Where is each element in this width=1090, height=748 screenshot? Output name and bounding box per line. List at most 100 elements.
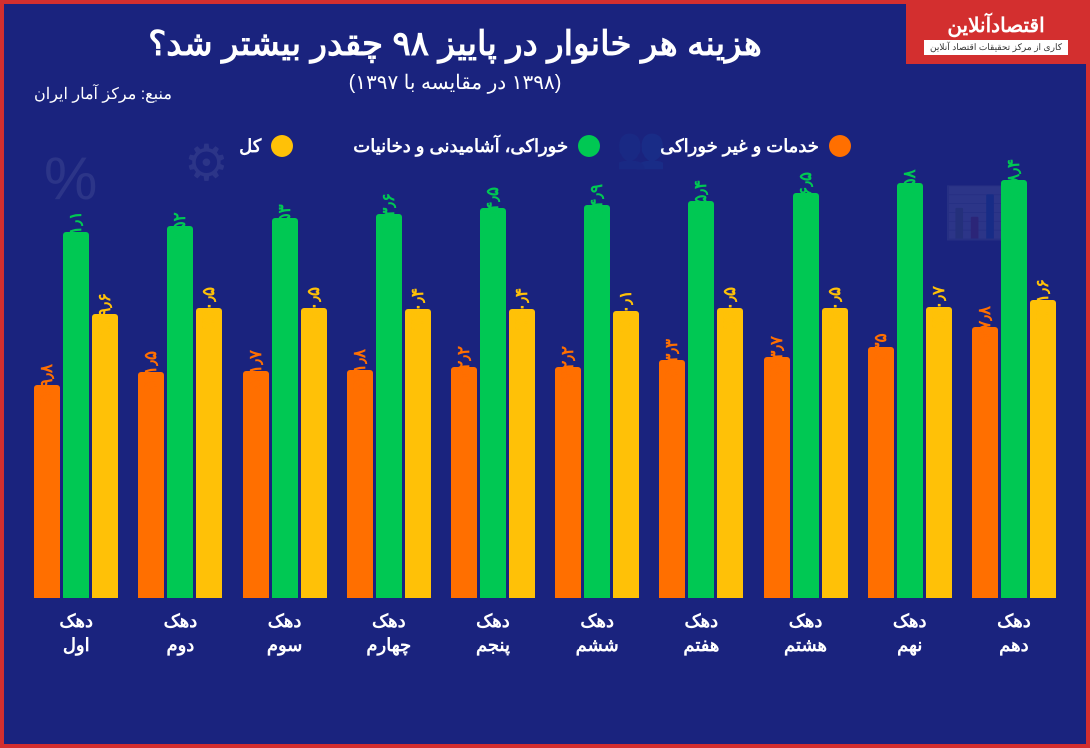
bar-services: ٪۳۷٫۸ — [972, 327, 998, 598]
bar-services: ٪۳۲٫۲ — [451, 367, 477, 598]
bars: ٪۳۳٫۷٪۵۶٫۵٪۴۰٫۵ — [764, 168, 848, 598]
bar-group: ٪۳۱٫۷٪۵۳٪۴۰٫۵دهکسوم — [235, 168, 335, 657]
bar-services: ٪۳۵ — [868, 347, 894, 598]
bar-group: ٪۳۱٫۸٪۵۳٫۶٪۴۰٫۴دهکچهارم — [339, 168, 439, 657]
bar-total: ٪۴۰٫۴ — [509, 309, 535, 599]
bars: ٪۳۳٫۳٪۵۵٫۴٪۴۰٫۵ — [659, 168, 743, 598]
bar-total: ٪۴۰٫۴ — [405, 309, 431, 599]
bar-value-label: ٪۴۰٫۵ — [720, 287, 740, 329]
bar-group: ٪۳۳٫۳٪۵۵٫۴٪۴۰٫۵دهکهفتم — [651, 168, 751, 657]
bar-group: ٪۳۳٫۷٪۵۶٫۵٪۴۰٫۵دهکهشتم — [756, 168, 856, 657]
logo-box: اقتصادآنلاین کاری از مرکز تحقیقات اقتصاد… — [906, 4, 1086, 64]
bar-food: ٪۵۸٫۴ — [1001, 180, 1027, 599]
group-label: دهکاول — [59, 610, 93, 657]
logo-main: اقتصادآنلاین — [947, 13, 1044, 38]
bar-value-label: ٪۴۱٫۶ — [1033, 279, 1053, 321]
legend-item: خوراکی، آشامیدنی و دخانیات — [353, 135, 600, 157]
bar-services: ٪۳۳٫۳ — [659, 360, 685, 599]
bar-value-label: ٪۵۳ — [275, 205, 295, 232]
bar-food: ٪۵۴٫۹ — [584, 205, 610, 598]
group-label: دهکچهارم — [366, 610, 411, 657]
bar-value-label: ٪۳۱٫۷ — [246, 350, 266, 392]
bar-services: ٪۳۲٫۲ — [555, 367, 581, 598]
group-label: دهکسوم — [267, 610, 303, 657]
bars: ٪۳۱٫۸٪۵۳٫۶٪۴۰٫۴ — [347, 168, 431, 598]
bar-value-label: ٪۵۸ — [900, 169, 920, 196]
group-label: دهکپنجم — [476, 610, 510, 657]
bar-services: ٪۳۳٫۷ — [764, 357, 790, 599]
legend-item: کل — [239, 135, 293, 157]
bar-total: ٪۴۰٫۵ — [301, 308, 327, 598]
bar-value-label: ٪۵۶٫۵ — [796, 172, 816, 214]
legend-label: کل — [239, 136, 261, 157]
title: هزینه هر خانوار در پاییز ۹۸ چقدر بیشتر ش… — [24, 24, 886, 64]
legend-item: خدمات و غیر خوراکی — [660, 135, 851, 157]
bar-food: ٪۵۴٫۵ — [480, 208, 506, 599]
bar-value-label: ٪۵۴٫۵ — [483, 187, 503, 229]
bar-group: ٪۲۹٫۸٪۵۱٫۱٪۳۹٫۶دهکاول — [26, 168, 126, 657]
bars: ٪۳۲٫۲٪۵۴٫۵٪۴۰٫۴ — [451, 168, 535, 598]
bar-value-label: ٪۳۹٫۶ — [95, 293, 115, 335]
bars: ٪۲۹٫۸٪۵۱٫۱٪۳۹٫۶ — [34, 168, 118, 598]
bar-services: ٪۳۱٫۷ — [243, 371, 269, 598]
bar-value-label: ٪۳۵ — [871, 334, 891, 361]
legend-dot — [829, 135, 851, 157]
bar-food: ٪۵۳٫۶ — [376, 214, 402, 598]
bar-food: ٪۵۵٫۴ — [688, 201, 714, 598]
bar-value-label: ٪۴۰٫۵ — [304, 287, 324, 329]
bar-total: ٪۴۰٫۷ — [926, 307, 952, 599]
bar-total: ٪۳۹٫۶ — [92, 314, 118, 598]
bar-value-label: ٪۵۳٫۶ — [379, 193, 399, 235]
bar-value-label: ٪۵۸٫۴ — [1004, 159, 1024, 201]
bar-food: ٪۵۱٫۱ — [63, 232, 89, 598]
bar-services: ٪۳۱٫۸ — [347, 370, 373, 598]
bar-value-label: ٪۵۱٫۱ — [66, 211, 86, 253]
bar-food: ٪۵۶٫۵ — [793, 193, 819, 598]
legend-dot — [271, 135, 293, 157]
bars: ٪۳۱٫۷٪۵۳٪۴۰٫۵ — [243, 168, 327, 598]
group-label: دهکدهم — [997, 610, 1031, 657]
bar-value-label: ٪۳۲٫۲ — [454, 346, 474, 388]
bar-value-label: ٪۴۰٫۱ — [616, 290, 636, 332]
legend-label: خدمات و غیر خوراکی — [660, 136, 819, 157]
bar-group: ٪۳۵ ٪۵۸ ٪۴۰٫۷ دهکنهم — [860, 168, 960, 657]
group-label: دهکهشتم — [784, 610, 827, 657]
legend: خدمات و غیر خوراکی خوراکی، آشامیدنی و دخا… — [4, 135, 1086, 157]
group-label: دهکنهم — [893, 610, 927, 657]
bar-value-label: ٪۴۰٫۴ — [408, 288, 428, 330]
logo-sub: کاری از مرکز تحقیقات اقتصاد آنلاین — [924, 40, 1068, 55]
source: منبع: مرکز آمار ایران — [34, 84, 172, 104]
bar-total: ٪۴۰٫۵ — [822, 308, 848, 598]
bar-food: ٪۵۳ — [272, 218, 298, 598]
bars: ٪۳۱٫۵٪۵۲٪۴۰٫۵ — [138, 168, 222, 598]
bar-value-label: ٪۴۰٫۷ — [929, 286, 949, 328]
bar-value-label: ٪۳۲٫۲ — [558, 346, 578, 388]
bar-value-label: ٪۴۰٫۵ — [199, 287, 219, 329]
bar-value-label: ٪۵۵٫۴ — [691, 180, 711, 222]
bar-value-label: ٪۴۰٫۴ — [512, 288, 532, 330]
bars: ٪۳۷٫۸٪۵۸٫۴٪۴۱٫۶ — [972, 168, 1056, 598]
legend-label: خوراکی، آشامیدنی و دخانیات — [353, 136, 568, 157]
bar-value-label: ٪۳۷٫۸ — [975, 306, 995, 348]
bar-value-label: ٪۴۰٫۵ — [825, 287, 845, 329]
bar-chart: ٪۲۹٫۸٪۵۱٫۱٪۳۹٫۶دهکاول٪۳۱٫۵٪۵۲٪۴۰٫۵دهکدوم… — [4, 177, 1086, 657]
bar-value-label: ٪۵۲ — [170, 212, 190, 239]
bar-services: ٪۲۹٫۸ — [34, 385, 60, 599]
bar-total: ٪۴۰٫۱ — [613, 311, 639, 598]
bar-group: ٪۳۲٫۲٪۵۴٫۵٪۴۰٫۴دهکپنجم — [443, 168, 543, 657]
bar-group: ٪۳۲٫۲٪۵۴٫۹٪۴۰٫۱دهکششم — [547, 168, 647, 657]
group-label: دهکششم — [576, 610, 619, 657]
bar-total: ٪۴۰٫۵ — [196, 308, 222, 598]
bars: ٪۳۲٫۲٪۵۴٫۹٪۴۰٫۱ — [555, 168, 639, 598]
bar-group: ٪۳۷٫۸٪۵۸٫۴٪۴۱٫۶دهکدهم — [964, 168, 1064, 657]
bar-value-label: ٪۳۳٫۷ — [767, 336, 787, 378]
bar-value-label: ٪۵۴٫۹ — [587, 184, 607, 226]
bar-value-label: ٪۳۱٫۸ — [350, 349, 370, 391]
bar-total: ٪۴۰٫۵ — [717, 308, 743, 598]
deco-people-icon: 👥 — [616, 124, 666, 171]
bar-total: ٪۴۱٫۶ — [1030, 300, 1056, 598]
bar-value-label: ٪۳۱٫۵ — [141, 351, 161, 393]
bar-food: ٪۵۲ — [167, 226, 193, 599]
bar-value-label: ٪۳۳٫۳ — [662, 339, 682, 381]
bar-value-label: ٪۲۹٫۸ — [37, 364, 57, 406]
